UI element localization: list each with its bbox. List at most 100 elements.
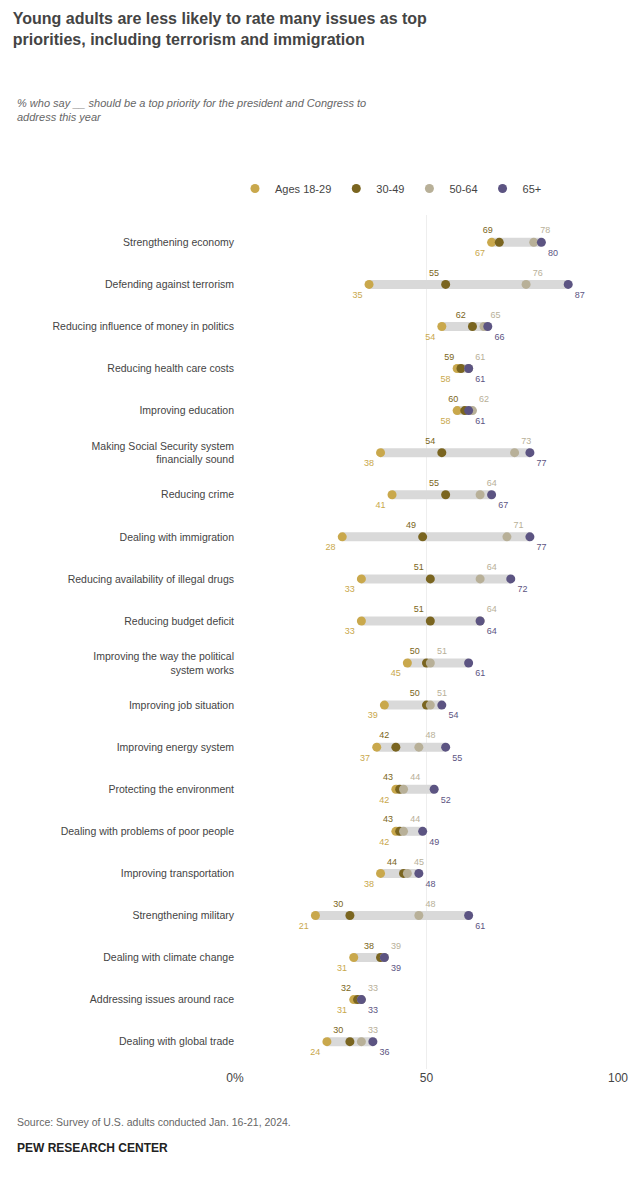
svg-text:49: 49 [429,837,439,847]
svg-text:Improving transportation: Improving transportation [121,867,234,879]
svg-text:58: 58 [440,416,450,426]
svg-text:61: 61 [475,374,485,384]
svg-text:Defending against terrorism: Defending against terrorism [105,278,234,290]
svg-text:55: 55 [429,268,439,278]
svg-text:60: 60 [448,394,458,404]
svg-text:44: 44 [387,857,397,867]
svg-text:30: 30 [333,1025,343,1035]
svg-text:87: 87 [575,290,585,300]
svg-text:61: 61 [475,921,485,931]
svg-text:Strengthening economy: Strengthening economy [123,236,235,248]
svg-text:52: 52 [441,795,451,805]
svg-text:42: 42 [379,837,389,847]
svg-text:55: 55 [452,753,462,763]
svg-text:64: 64 [487,478,497,488]
svg-text:48: 48 [425,879,435,889]
svg-text:77: 77 [537,542,547,552]
svg-text:Dealing with immigration: Dealing with immigration [120,531,235,543]
svg-text:Improving energy system: Improving energy system [117,741,235,753]
svg-text:30-49: 30-49 [376,183,404,195]
svg-text:44: 44 [410,772,420,782]
svg-text:78: 78 [540,225,550,235]
svg-text:Dealing with problems of poor: Dealing with problems of poor people [61,825,235,837]
svg-text:33: 33 [368,1005,378,1015]
svg-text:54: 54 [425,332,435,342]
svg-text:Reducing crime: Reducing crime [161,488,234,500]
svg-text:61: 61 [475,352,485,362]
svg-text:58: 58 [440,374,450,384]
svg-text:100: 100 [608,1071,628,1085]
svg-text:33: 33 [368,983,378,993]
svg-text:Reducing influence of money in: Reducing influence of money in politics [52,320,234,332]
svg-text:51: 51 [437,646,447,656]
svg-text:Source: Survey of U.S. adults: Source: Survey of U.S. adults conducted … [17,1116,291,1128]
svg-text:Making Social Security systemf: Making Social Security systemfinancially… [92,440,235,466]
svg-text:50-64: 50-64 [449,183,477,195]
svg-text:51: 51 [414,604,424,614]
svg-text:72: 72 [517,584,527,594]
svg-text:21: 21 [299,921,309,931]
svg-text:59: 59 [444,352,454,362]
svg-text:51: 51 [414,562,424,572]
svg-text:64: 64 [487,604,497,614]
svg-text:37: 37 [360,753,370,763]
svg-text:Addressing issues around race: Addressing issues around race [90,993,234,1005]
svg-text:33: 33 [345,584,355,594]
svg-text:41: 41 [375,500,385,510]
svg-text:45: 45 [391,668,401,678]
svg-text:33: 33 [368,1025,378,1035]
svg-text:61: 61 [475,668,485,678]
svg-text:65+: 65+ [523,183,542,195]
svg-text:Reducing budget deficit: Reducing budget deficit [124,615,234,627]
svg-text:54: 54 [448,710,458,720]
svg-text:77: 77 [537,458,547,468]
svg-text:50: 50 [410,688,420,698]
svg-text:38: 38 [364,879,374,889]
svg-text:49: 49 [406,520,416,530]
svg-text:67: 67 [475,248,485,258]
svg-text:Reducing health care costs: Reducing health care costs [107,362,234,374]
svg-text:Improving the way the politica: Improving the way the politicalsystem wo… [93,650,234,676]
svg-text:Reducing availability of illeg: Reducing availability of illegal drugs [68,573,234,585]
svg-text:31: 31 [337,1005,347,1015]
svg-text:PEW RESEARCH CENTER: PEW RESEARCH CENTER [17,1141,168,1155]
svg-text:62: 62 [479,394,489,404]
svg-text:39: 39 [391,941,401,951]
svg-text:30: 30 [333,899,343,909]
svg-text:Ages 18-29: Ages 18-29 [275,183,331,195]
svg-text:28: 28 [326,542,336,552]
svg-text:43: 43 [383,772,393,782]
svg-text:Improving job situation: Improving job situation [129,699,234,711]
svg-text:67: 67 [498,500,508,510]
svg-text:65: 65 [491,310,501,320]
svg-text:Protecting the environment: Protecting the environment [109,783,235,795]
svg-text:64: 64 [487,626,497,636]
svg-text:35: 35 [352,290,362,300]
svg-text:76: 76 [533,268,543,278]
svg-text:36: 36 [380,1047,390,1057]
svg-text:55: 55 [429,478,439,488]
svg-text:54: 54 [425,436,435,446]
svg-text:33: 33 [345,626,355,636]
svg-text:50: 50 [420,1071,434,1085]
svg-text:50: 50 [410,646,420,656]
svg-text:45: 45 [414,857,424,867]
svg-text:62: 62 [456,310,466,320]
svg-text:69: 69 [483,225,493,235]
svg-text:38: 38 [364,458,374,468]
svg-text:39: 39 [368,710,378,720]
svg-text:39: 39 [391,963,401,973]
svg-text:66: 66 [494,332,504,342]
svg-text:43: 43 [383,814,393,824]
svg-text:73: 73 [521,436,531,446]
svg-text:42: 42 [379,795,389,805]
svg-text:31: 31 [337,963,347,973]
svg-text:0%: 0% [226,1071,244,1085]
svg-text:61: 61 [475,416,485,426]
svg-text:64: 64 [487,562,497,572]
svg-text:44: 44 [410,814,420,824]
svg-text:Dealing with climate change: Dealing with climate change [103,951,234,963]
svg-text:Dealing with global trade: Dealing with global trade [119,1035,234,1047]
svg-text:Improving education: Improving education [139,404,234,416]
svg-text:% who say __ should be a top p: % who say __ should be a top priority fo… [17,97,366,123]
